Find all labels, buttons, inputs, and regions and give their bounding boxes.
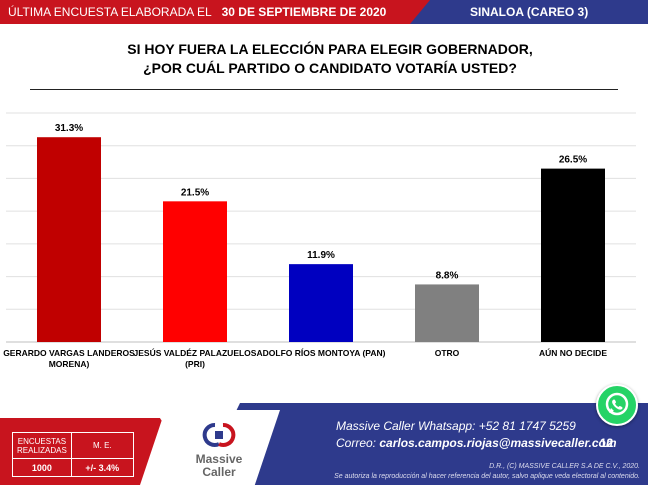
bar	[415, 284, 479, 342]
chart-title-line1: SI HOY FUERA LA ELECCIÓN PARA ELEGIR GOB…	[127, 41, 533, 57]
whatsapp-number[interactable]: +52 81 1747 5259	[478, 419, 576, 433]
footer-logo-panel	[140, 410, 280, 485]
category-label: GERARDO VARGAS LANDEROS	[3, 348, 135, 358]
data-label: 26.5%	[559, 155, 587, 166]
stats-header-surveys: ENCUESTAS REALIZADAS	[12, 432, 72, 459]
category-label: ADOLFO RÍOS MONTOYA (PAN)	[257, 348, 386, 358]
chart-title: SI HOY FUERA LA ELECCIÓN PARA ELEGIR GOB…	[60, 40, 600, 78]
email-link[interactable]: carlos.campos.riojas@massivecaller.com	[379, 436, 617, 450]
bar-chart: 31.3% GERARDO VARGAS LANDEROS MORENA) 21.5%…	[0, 100, 648, 390]
chart-title-line2: ¿POR CUÁL PARTIDO O CANDIDATO VOTARÍA US…	[143, 60, 517, 76]
bar	[541, 168, 605, 342]
category-label: (PRI)	[185, 359, 205, 369]
category-label: OTRO	[435, 348, 460, 358]
data-label: 8.8%	[436, 270, 459, 281]
logo-icon	[202, 422, 236, 447]
bar	[37, 137, 101, 342]
survey-label: ÚLTIMA ENCUESTA ELABORADA EL	[8, 5, 212, 19]
survey-date: 30 DE SEPTIEMBRE DE 2020	[221, 5, 387, 19]
stats-value-surveys: 1000	[12, 458, 72, 477]
whatsapp-icon[interactable]	[596, 384, 638, 426]
data-label: 11.9%	[307, 250, 335, 261]
category-label: MORENA)	[49, 359, 90, 369]
logo-text-line2: Caller	[202, 465, 236, 479]
whatsapp-label: Massive Caller Whatsapp:	[336, 419, 476, 433]
stats-header-margin: M. E.	[70, 432, 134, 459]
category-label: JESÚS VALDÉZ PALAZUELOS	[134, 347, 257, 358]
legal-notice: Se autoriza la reproducción al hacer ref…	[334, 473, 640, 480]
massive-caller-logo: Massive Caller	[187, 422, 251, 479]
survey-stats-table: ENCUESTAS REALIZADAS M. E. 1000 +/- 3.4%	[12, 432, 134, 477]
title-divider	[30, 89, 618, 90]
data-label: 31.3%	[55, 123, 83, 134]
whatsapp-glyph	[605, 392, 629, 416]
bar	[289, 264, 353, 342]
header-navy-bar	[410, 0, 648, 24]
data-label: 21.5%	[181, 187, 209, 198]
region-label: SINALOA (CAREO 3)	[470, 5, 589, 19]
legal-copyright: D.R., (C) MASSIVE CALLER S.A DE C.V., 20…	[489, 463, 640, 470]
email-label: Correo:	[336, 436, 377, 450]
category-label: AÚN NO DECIDE	[539, 347, 607, 358]
stats-value-margin: +/- 3.4%	[70, 458, 134, 477]
whatsapp-contact: Massive Caller Whatsapp: +52 81 1747 525…	[336, 419, 576, 433]
page-number: 12	[600, 436, 614, 450]
header-red-bar	[0, 0, 430, 24]
bar	[163, 201, 227, 342]
survey-date-label: ÚLTIMA ENCUESTA ELABORADA EL 30 DE SEPTIE…	[8, 5, 386, 19]
logo-text-line1: Massive	[195, 452, 243, 466]
email-contact: Correo: carlos.campos.riojas@massivecall…	[336, 436, 617, 450]
